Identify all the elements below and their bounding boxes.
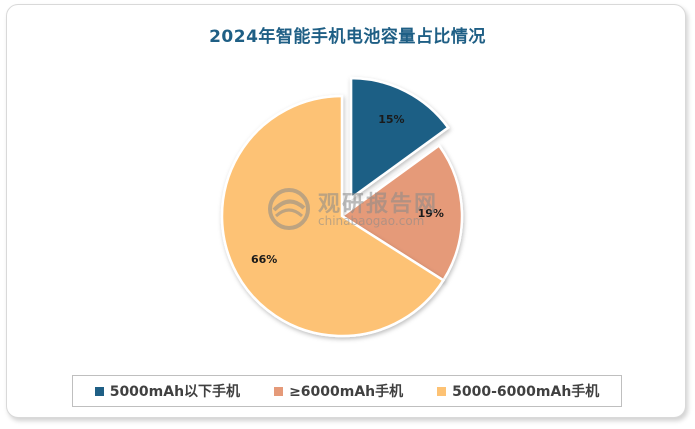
watermark: 观研报告网 chinabaogao.com xyxy=(266,186,436,236)
pie-slice-below-5000 xyxy=(349,76,450,201)
legend-item-5000-6000: 5000-6000mAh手机 xyxy=(437,381,599,401)
data-label-below-5000: 15% xyxy=(378,113,404,126)
watermark-domain: chinabaogao.com xyxy=(318,214,425,228)
data-label-above-6000: 19% xyxy=(418,207,444,220)
legend-item-below-5000: 5000mAh以下手机 xyxy=(94,381,241,401)
legend-swatch-5000-6000 xyxy=(437,386,447,396)
legend-swatch-below-5000 xyxy=(94,386,104,396)
swirl-logo-icon xyxy=(268,188,310,230)
legend-label-below-5000: 5000mAh以下手机 xyxy=(109,384,241,400)
legend-item-above-6000: ≥6000mAh手机 xyxy=(274,381,403,401)
chart-legend: 5000mAh以下手机 ≥6000mAh手机 5000-6000mAh手机 xyxy=(72,375,622,407)
chart-title: 2024年智能手机电池容量占比情况 xyxy=(209,27,486,47)
chart-card xyxy=(6,4,686,418)
data-label-5000-6000: 66% xyxy=(251,253,277,266)
legend-label-above-6000: ≥6000mAh手机 xyxy=(289,384,404,400)
legend-swatch-above-6000 xyxy=(274,386,284,396)
watermark-name: 观研报告网 xyxy=(318,192,439,217)
pie-slice-above-6000 xyxy=(339,143,464,283)
legend-label-5000-6000: 5000-6000mAh手机 xyxy=(452,384,600,400)
pie-slice-5000-6000 xyxy=(220,94,446,338)
